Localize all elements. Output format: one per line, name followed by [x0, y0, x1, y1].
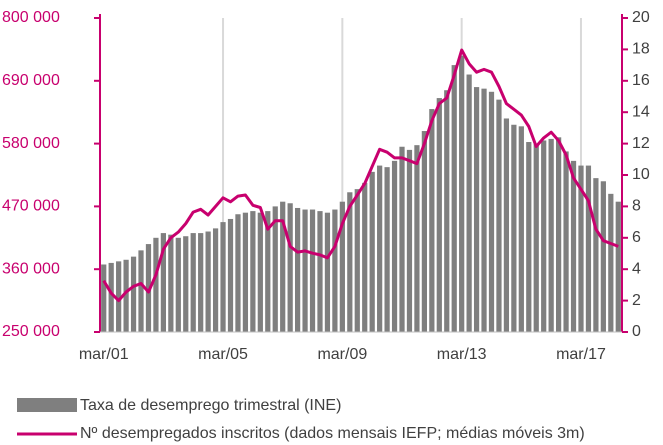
bar: [272, 206, 278, 332]
bar: [436, 98, 442, 332]
bar: [302, 209, 308, 332]
bar: [593, 178, 599, 332]
bar: [257, 212, 263, 332]
bar: [324, 212, 331, 332]
bar: [145, 244, 152, 332]
y2-tick-label: 6: [632, 229, 641, 246]
y-tick-label: 580 000: [2, 135, 60, 152]
bar: [332, 209, 338, 332]
bar: [116, 261, 122, 332]
bar: [198, 233, 204, 332]
bar: [205, 231, 211, 332]
bar: [138, 250, 144, 332]
bar: [265, 211, 271, 332]
y2-tick-label: 0: [632, 323, 641, 340]
legend-swatch: [17, 398, 77, 412]
bar: [429, 109, 435, 332]
bar: [406, 149, 413, 332]
bar: [369, 171, 375, 332]
x-tick-label: mar/17: [556, 346, 606, 363]
bar: [153, 237, 159, 332]
bar: [421, 131, 427, 332]
bar: [317, 211, 323, 332]
x-tick-label: mar/13: [437, 346, 487, 363]
bar: [473, 87, 480, 332]
bar: [578, 165, 584, 332]
bar: [511, 124, 517, 332]
x-tick-label: mar/05: [198, 346, 248, 363]
y-tick-label: 360 000: [2, 260, 60, 277]
bar: [615, 201, 621, 332]
bar: [242, 212, 249, 332]
bar: [183, 236, 189, 332]
bar: [212, 228, 219, 332]
bar: [295, 207, 301, 332]
y-tick-label: 470 000: [2, 198, 60, 215]
x-tick-label: mar/01: [79, 346, 129, 363]
bar: [526, 142, 532, 332]
bar: [481, 88, 487, 333]
bar: [541, 140, 547, 332]
y2-tick-label: 14: [632, 103, 650, 120]
bar: [123, 259, 129, 332]
bar: [503, 118, 510, 332]
bar: [488, 91, 495, 332]
bar: [287, 203, 293, 332]
bar: [130, 256, 137, 332]
bar: [309, 209, 316, 332]
bar: [362, 182, 368, 332]
y2-tick-label: 12: [632, 135, 650, 152]
bar: [459, 55, 465, 333]
bar: [339, 201, 345, 332]
bar: [347, 192, 353, 332]
y-tick-label: 800 000: [2, 9, 60, 26]
bar: [190, 233, 196, 332]
bar: [220, 222, 226, 332]
bar: [466, 74, 472, 333]
bar: [250, 211, 256, 332]
bar: [585, 165, 592, 332]
bar: [160, 233, 166, 332]
bar: [384, 167, 390, 332]
legend-label: Taxa de desemprego trimestral (INE): [80, 397, 341, 414]
bar: [391, 160, 398, 332]
y-tick-label: 690 000: [2, 72, 60, 89]
bar: [570, 160, 577, 332]
bar: [518, 126, 524, 332]
bar: [227, 218, 234, 332]
y2-tick-label: 20: [632, 9, 650, 26]
line-series: [102, 48, 619, 303]
y2-tick-label: 8: [632, 198, 641, 215]
bar: [101, 264, 107, 332]
bar: [556, 137, 562, 332]
y-tick-label: 250 000: [2, 323, 60, 340]
bar: [496, 99, 502, 332]
bar: [399, 146, 405, 332]
bar: [168, 234, 174, 332]
legend-label: Nº desempregados inscritos (dados mensai…: [80, 425, 585, 442]
y2-tick-label: 4: [632, 260, 641, 277]
bar: [414, 145, 420, 332]
y2-tick-label: 18: [632, 41, 650, 58]
bar: [563, 151, 569, 332]
bar: [354, 189, 360, 332]
y2-tick-label: 10: [632, 166, 650, 183]
y2-tick-label: 16: [632, 72, 650, 89]
bar: [377, 165, 383, 332]
x-tick-label: mar/09: [317, 346, 367, 363]
bar: [175, 237, 181, 332]
bar: [108, 262, 114, 332]
bar: [451, 65, 457, 332]
y2-tick-label: 2: [632, 292, 641, 309]
bar: [608, 193, 614, 332]
bar: [533, 143, 539, 332]
bar: [548, 138, 554, 332]
bar: [280, 201, 286, 332]
bar: [235, 214, 241, 332]
bar: [444, 90, 450, 332]
bar: [600, 181, 606, 332]
